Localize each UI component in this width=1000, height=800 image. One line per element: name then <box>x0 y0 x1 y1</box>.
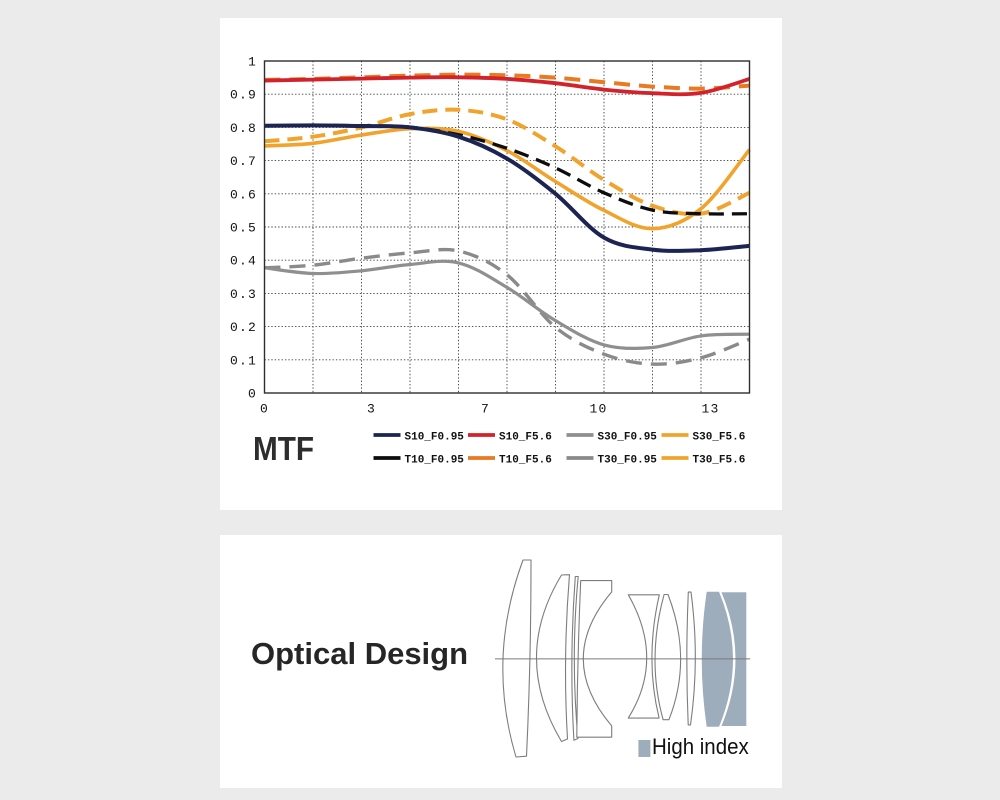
svg-text:T30_F0.95: T30_F0.95 <box>597 455 657 467</box>
svg-text:S30_F5.6: S30_F5.6 <box>692 432 745 444</box>
svg-text:0.1: 0.1 <box>229 353 256 368</box>
svg-text:0.5: 0.5 <box>229 221 256 236</box>
svg-text:S30_F0.95: S30_F0.95 <box>597 432 657 444</box>
svg-text:T10_F0.95: T10_F0.95 <box>404 455 464 467</box>
svg-text:1: 1 <box>247 55 256 70</box>
svg-text:13: 13 <box>701 402 719 417</box>
svg-text:S10_F0.95: S10_F0.95 <box>404 432 464 444</box>
svg-text:0.3: 0.3 <box>229 287 256 302</box>
svg-text:3: 3 <box>366 402 375 417</box>
svg-text:0.6: 0.6 <box>229 187 256 202</box>
svg-text:0.9: 0.9 <box>229 88 256 103</box>
svg-text:T10_F5.6: T10_F5.6 <box>499 455 552 467</box>
svg-text:S10_F5.6: S10_F5.6 <box>499 432 552 444</box>
svg-text:0.4: 0.4 <box>229 254 256 269</box>
svg-text:0: 0 <box>247 387 256 402</box>
svg-text:7: 7 <box>480 402 489 417</box>
svg-text:10: 10 <box>589 402 607 417</box>
svg-text:T30_F5.6: T30_F5.6 <box>692 455 745 467</box>
svg-text:0.2: 0.2 <box>229 320 256 335</box>
svg-text:0: 0 <box>259 402 268 417</box>
svg-text:0.7: 0.7 <box>229 154 256 169</box>
svg-text:0.8: 0.8 <box>229 121 256 136</box>
